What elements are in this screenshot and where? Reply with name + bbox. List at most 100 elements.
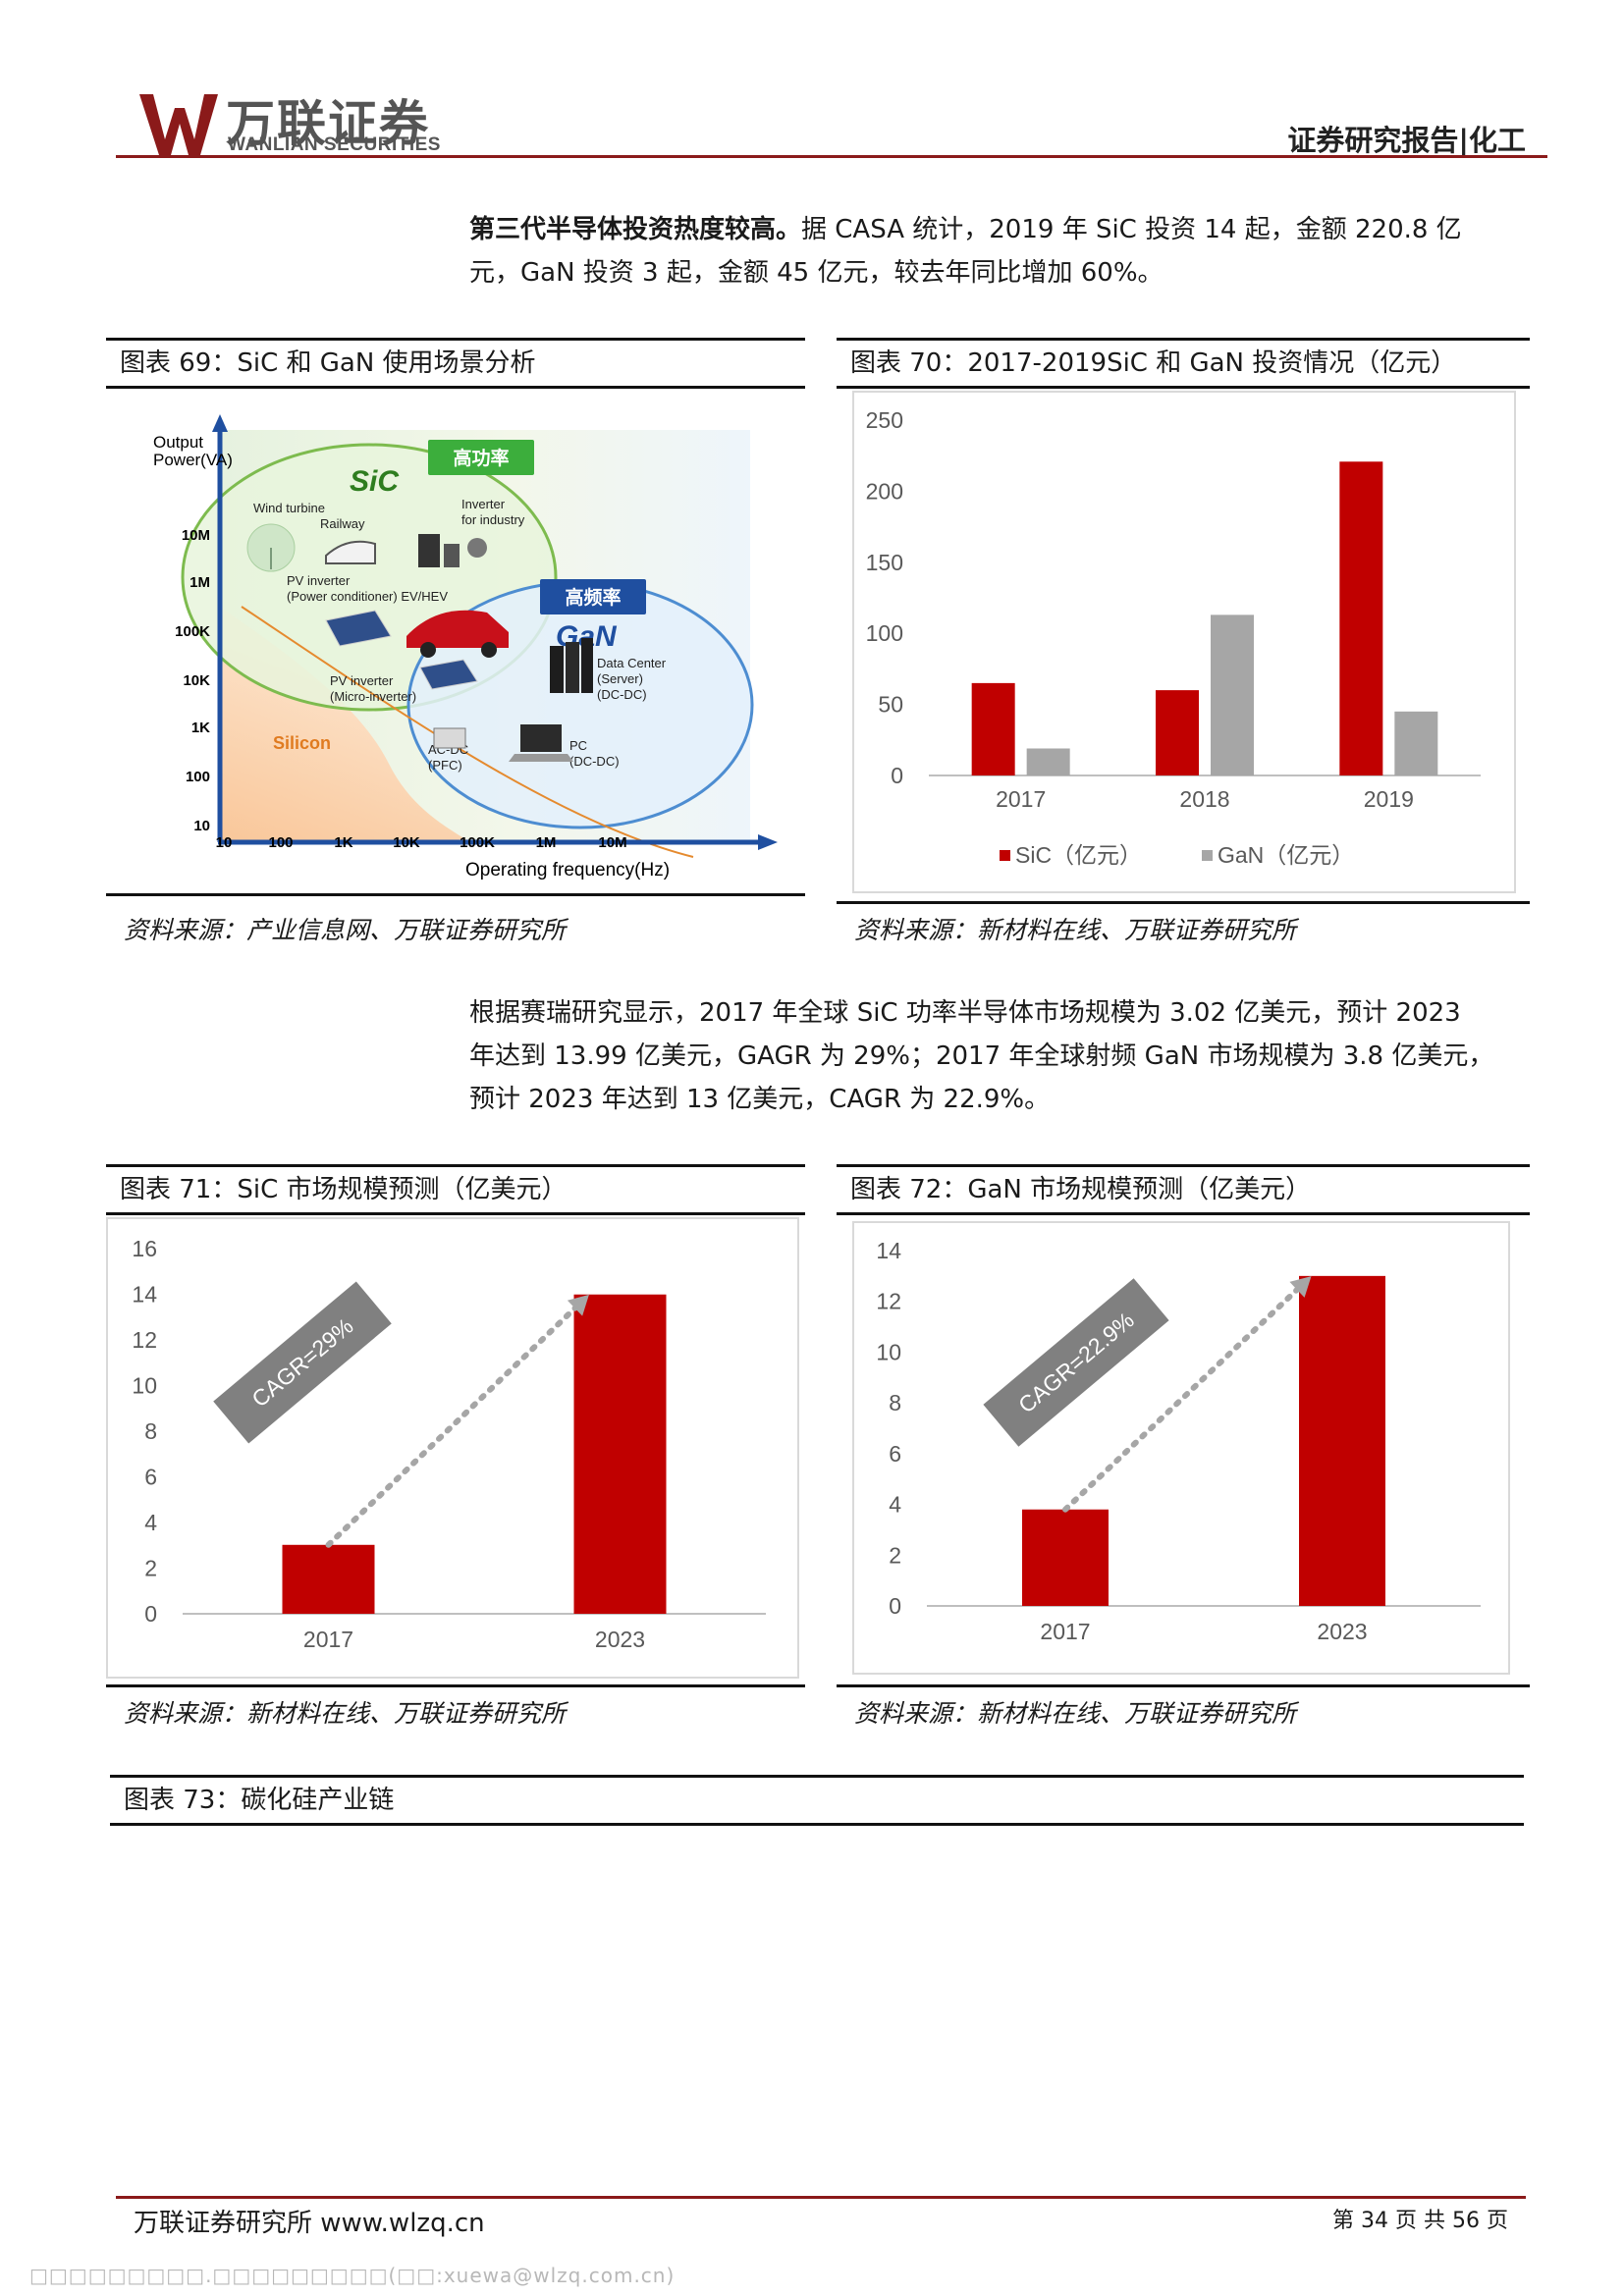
- diagram-x-tick: 10K: [393, 834, 420, 851]
- diagram-y-title-2: Power(VA): [153, 451, 233, 469]
- growth-arrow-line: [325, 1305, 578, 1548]
- x-tick-label: 2017: [303, 1627, 353, 1652]
- bar: [1022, 1509, 1109, 1606]
- bar: [1299, 1275, 1385, 1606]
- fig69-bottom-rule: [106, 893, 805, 896]
- app-label: Data Center: [597, 656, 667, 670]
- fig70-chart-frame: [852, 391, 1516, 893]
- bar-sic: [1156, 690, 1199, 775]
- bar-gan: [1026, 748, 1070, 775]
- y-tick-label: 2: [889, 1542, 901, 1568]
- y-tick-label: 6: [889, 1441, 901, 1467]
- diagram-y-title-1: Output: [153, 433, 203, 452]
- fig72-bottom-rule: [837, 1684, 1530, 1687]
- diagram-y-tick: 10K: [183, 672, 210, 689]
- intro-paragraph: 第三代半导体投资热度较高。据 CASA 统计，2019 年 SiC 投资 14 …: [469, 208, 1530, 294]
- y-tick-label: 10: [132, 1373, 157, 1399]
- high-frequency-tag-label: 高频率: [565, 586, 621, 609]
- fig71-caption: 图表 71：SiC 市场规模预测（亿美元）: [106, 1164, 805, 1215]
- y-tick-label: 8: [889, 1390, 901, 1415]
- diagram-y-tick: 1M: [189, 574, 210, 591]
- y-tick-label: 0: [889, 1593, 901, 1619]
- app-label: (DC-DC): [569, 754, 620, 769]
- diagram-x-tick: 1K: [334, 834, 352, 851]
- market-line-3: 预计 2023 年达到 13 亿美元，CAGR 为 22.9%。: [469, 1085, 1051, 1114]
- fig72-chart-frame: [852, 1221, 1510, 1675]
- market-paragraph: 根据赛瑞研究显示，2017 年全球 SiC 功率半导体市场规模为 3.02 亿美…: [469, 991, 1530, 1121]
- high-power-tag: [428, 440, 534, 475]
- legend-label: SiC（亿元）: [1015, 842, 1142, 868]
- app-label: (DC-DC): [597, 687, 647, 702]
- cagr-label-box: [983, 1278, 1169, 1447]
- frequency-curve: [241, 606, 694, 858]
- diagram-y-tick: 10: [193, 818, 210, 834]
- market-line-1: 根据赛瑞研究显示，2017 年全球 SiC 功率半导体市场规模为 3.02 亿美…: [469, 998, 1461, 1028]
- bar: [282, 1544, 375, 1614]
- diagram-y-arrow: [212, 414, 228, 432]
- intro-line-2: 元，GaN 投资 3 起，金额 45 亿元，较去年同比增加 60%。: [469, 258, 1164, 288]
- y-tick-label: 4: [889, 1492, 901, 1518]
- market-line-2: 年达到 13.99 亿美元，GAGR 为 29%；2017 年全球射频 GaN …: [469, 1041, 1494, 1071]
- solar-panel-icon: [325, 610, 392, 647]
- app-label: for industry: [461, 512, 525, 527]
- diagram-x-tick: 100: [268, 834, 293, 851]
- bar: [573, 1294, 667, 1614]
- cagr-label-box: [213, 1281, 392, 1444]
- app-label: Inverter: [461, 497, 506, 511]
- fig70-bottom-rule: [837, 901, 1530, 904]
- high-power-tag-label: 高功率: [453, 447, 509, 469]
- laptop-icon: [509, 724, 573, 762]
- train-icon: [325, 540, 376, 564]
- app-label: (Power conditioner) EV/HEV: [287, 589, 448, 604]
- intro-bold-lead: 第三代半导体投资热度较高。: [469, 215, 802, 244]
- app-label: PV inverter: [287, 573, 351, 588]
- diagram-y-ticks: 10M 1M 100K 10K 1K 100 10: [175, 527, 210, 834]
- high-frequency-tag: [540, 579, 646, 614]
- investment-bar-chart: 0 50 100 150 200 250 2017 2018 2019 SiC（亿元） GaN（亿元…: [866, 407, 1481, 868]
- diagram-x-tick: 10: [216, 834, 233, 851]
- fig69-caption: 图表 69：SiC 和 GaN 使用场景分析: [106, 338, 805, 389]
- industrial-inverter-icon: [418, 534, 487, 567]
- diagram-y-tick: 10M: [182, 527, 210, 544]
- fig70-source: 资料来源：新材料在线、万联证券研究所: [854, 916, 1297, 944]
- intro-line-1-text: 据 CASA 统计，2019 年 SiC 投资 14 起，金额 220.8 亿: [801, 215, 1462, 244]
- fig71-chart-frame: [106, 1217, 799, 1679]
- company-logo-en: WANLIAN SECURITIES: [228, 134, 441, 155]
- fig70-caption: 图表 70：2017-2019SiC 和 GaN 投资情况（亿元）: [837, 338, 1530, 389]
- car-icon: [406, 610, 509, 658]
- y-tick-label: 6: [144, 1465, 157, 1490]
- app-label: Wind turbine: [253, 501, 325, 515]
- y-tick-label: 16: [132, 1236, 157, 1261]
- micro-inverter-panel-icon: [419, 659, 478, 690]
- server-rack-icon: [550, 638, 593, 693]
- diagram-x-tick: 10M: [598, 834, 626, 851]
- y-tick-label: 0: [891, 763, 903, 788]
- y-tick-label: 14: [132, 1282, 157, 1308]
- bar-sic: [971, 682, 1015, 775]
- y-tick-label: 0: [144, 1601, 157, 1627]
- wind-turbine-icon: [246, 523, 296, 572]
- fig72-caption: 图表 72：GaN 市场规模预测（亿美元）: [837, 1164, 1530, 1215]
- fig72-source: 资料来源：新材料在线、万联证券研究所: [854, 1699, 1297, 1728]
- app-label: PV inverter: [330, 673, 394, 688]
- silicon-region-label: Silicon: [273, 733, 331, 753]
- footer-divider: [116, 2196, 1526, 2199]
- y-tick-label: 50: [878, 692, 903, 718]
- x-tick-label: 2023: [1317, 1619, 1367, 1644]
- cagr-label: CAGR=22.9%: [983, 1278, 1169, 1447]
- y-tick-label: 8: [144, 1418, 157, 1444]
- y-tick-label: 4: [144, 1510, 157, 1535]
- fig71-bottom-rule: [106, 1684, 805, 1687]
- y-tick-label: 10: [876, 1339, 901, 1364]
- y-tick-label: 12: [876, 1289, 901, 1314]
- sic-market-bar-chart: 0 2 4 6 8 10 12 14 16 2017 2023 CAGR=29%: [132, 1236, 766, 1652]
- diagram-x-tick: 100K: [460, 834, 495, 851]
- app-label: Railway: [320, 516, 365, 531]
- application-labels: Wind turbine Railway Inverter for indust…: [253, 497, 667, 773]
- power-supply-icon: [433, 727, 466, 749]
- y-tick-label: 14: [876, 1238, 901, 1263]
- cagr-label-text: CAGR=22.9%: [1013, 1307, 1139, 1417]
- report-type: 证券研究报告|化工: [1287, 124, 1526, 157]
- x-tick-label: 2019: [1364, 786, 1414, 812]
- app-label: (PFC): [428, 758, 462, 773]
